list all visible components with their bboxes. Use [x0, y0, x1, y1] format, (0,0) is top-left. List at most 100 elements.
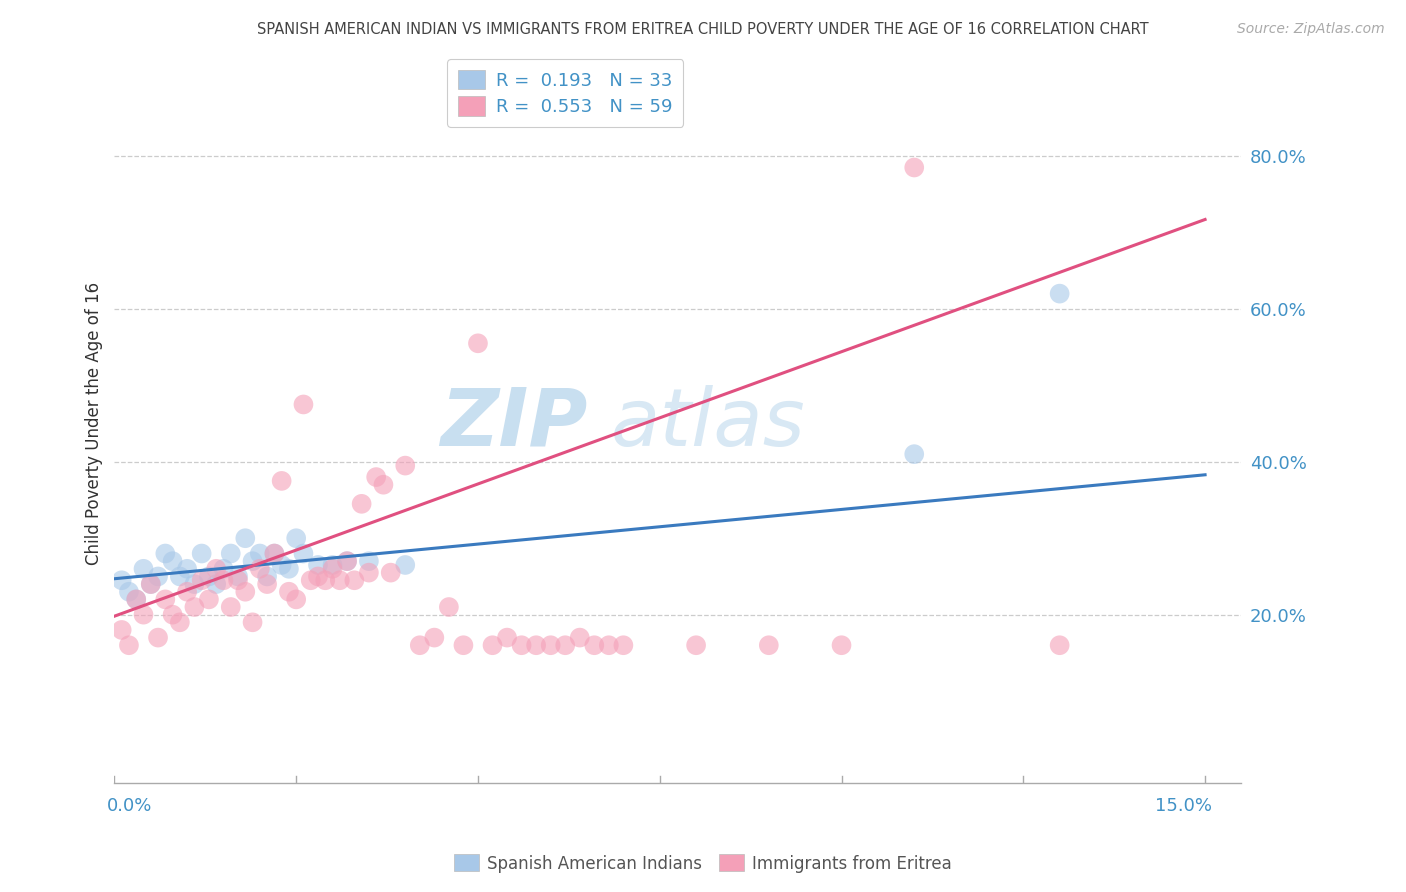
Point — [336, 554, 359, 568]
Point — [292, 547, 315, 561]
Text: Source: ZipAtlas.com: Source: ZipAtlas.com — [1237, 22, 1385, 37]
Point — [467, 336, 489, 351]
Point — [139, 577, 162, 591]
Point — [1049, 286, 1071, 301]
Point — [496, 631, 519, 645]
Point — [1049, 638, 1071, 652]
Point — [198, 592, 221, 607]
Point — [314, 574, 336, 588]
Point — [554, 638, 576, 652]
Point — [125, 592, 148, 607]
Point — [285, 531, 308, 545]
Point — [146, 569, 169, 583]
Point — [453, 638, 475, 652]
Y-axis label: Child Poverty Under the Age of 16: Child Poverty Under the Age of 16 — [86, 282, 103, 566]
Point — [111, 574, 134, 588]
Point — [540, 638, 562, 652]
Point — [336, 554, 359, 568]
Point — [277, 584, 299, 599]
Point — [423, 631, 446, 645]
Point — [183, 600, 205, 615]
Point — [139, 577, 162, 591]
Point — [357, 554, 380, 568]
Legend: Spanish American Indians, Immigrants from Eritrea: Spanish American Indians, Immigrants fro… — [447, 847, 959, 880]
Point — [263, 547, 285, 561]
Text: 15.0%: 15.0% — [1156, 797, 1212, 815]
Point — [307, 558, 329, 572]
Point — [285, 592, 308, 607]
Point — [481, 638, 503, 652]
Legend: R =  0.193   N = 33, R =  0.553   N = 59: R = 0.193 N = 33, R = 0.553 N = 59 — [447, 59, 683, 127]
Point — [256, 577, 278, 591]
Point — [831, 638, 853, 652]
Point — [322, 558, 344, 572]
Point — [437, 600, 460, 615]
Point — [190, 574, 212, 588]
Point — [118, 638, 141, 652]
Point — [190, 547, 212, 561]
Point — [292, 397, 315, 411]
Point — [583, 638, 606, 652]
Point — [270, 558, 292, 572]
Point — [132, 607, 155, 622]
Text: atlas: atlas — [610, 384, 806, 463]
Point — [132, 562, 155, 576]
Point — [205, 562, 228, 576]
Point — [155, 592, 177, 607]
Point — [233, 531, 256, 545]
Point — [205, 577, 228, 591]
Point — [162, 607, 184, 622]
Point — [219, 600, 242, 615]
Point — [322, 562, 344, 576]
Point — [183, 577, 205, 591]
Point — [758, 638, 780, 652]
Point — [343, 574, 366, 588]
Point — [233, 584, 256, 599]
Point — [373, 477, 395, 491]
Point — [169, 569, 191, 583]
Point — [242, 554, 264, 568]
Point — [111, 623, 134, 637]
Point — [176, 562, 198, 576]
Point — [162, 554, 184, 568]
Point — [598, 638, 620, 652]
Point — [263, 547, 285, 561]
Point — [242, 615, 264, 630]
Point — [125, 592, 148, 607]
Text: 0.0%: 0.0% — [107, 797, 152, 815]
Point — [277, 562, 299, 576]
Point — [118, 584, 141, 599]
Point — [394, 558, 416, 572]
Point — [357, 566, 380, 580]
Point — [329, 574, 352, 588]
Point — [155, 547, 177, 561]
Point — [299, 574, 322, 588]
Point — [612, 638, 634, 652]
Text: ZIP: ZIP — [440, 384, 588, 463]
Point — [409, 638, 432, 652]
Point — [249, 562, 271, 576]
Point — [256, 569, 278, 583]
Text: SPANISH AMERICAN INDIAN VS IMMIGRANTS FROM ERITREA CHILD POVERTY UNDER THE AGE O: SPANISH AMERICAN INDIAN VS IMMIGRANTS FR… — [257, 22, 1149, 37]
Point — [380, 566, 402, 580]
Point — [524, 638, 547, 652]
Point — [249, 547, 271, 561]
Point — [226, 569, 249, 583]
Point — [568, 631, 591, 645]
Point — [219, 547, 242, 561]
Point — [685, 638, 707, 652]
Point — [212, 562, 235, 576]
Point — [212, 574, 235, 588]
Point — [176, 584, 198, 599]
Point — [394, 458, 416, 473]
Point — [903, 161, 925, 175]
Point — [198, 569, 221, 583]
Point — [510, 638, 533, 652]
Point — [366, 470, 388, 484]
Point — [169, 615, 191, 630]
Point — [307, 569, 329, 583]
Point — [903, 447, 925, 461]
Point — [270, 474, 292, 488]
Point — [226, 574, 249, 588]
Point — [146, 631, 169, 645]
